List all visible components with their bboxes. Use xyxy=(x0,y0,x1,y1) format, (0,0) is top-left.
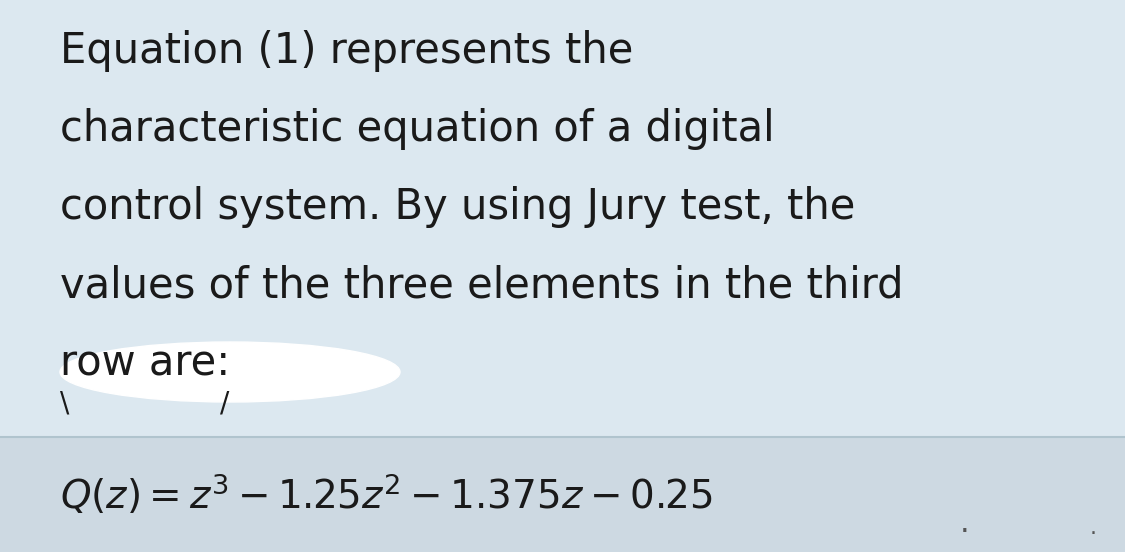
Bar xyxy=(0,437,1125,552)
Text: Equation (1) represents the: Equation (1) represents the xyxy=(60,30,633,72)
Ellipse shape xyxy=(60,342,400,402)
Text: values of the three elements in the third: values of the three elements in the thir… xyxy=(60,264,903,306)
Text: \: \ xyxy=(60,390,70,418)
Text: ·: · xyxy=(1090,524,1097,544)
Text: .: . xyxy=(960,509,970,539)
Text: $Q(z) = z^3 - 1.25z^2 - 1.375z - 0.25$: $Q(z) = z^3 - 1.25z^2 - 1.375z - 0.25$ xyxy=(60,472,712,517)
Text: characteristic equation of a digital: characteristic equation of a digital xyxy=(60,108,775,150)
Text: /: / xyxy=(220,390,229,418)
Text: row are:: row are: xyxy=(60,342,231,384)
Text: control system. By using Jury test, the: control system. By using Jury test, the xyxy=(60,186,855,228)
